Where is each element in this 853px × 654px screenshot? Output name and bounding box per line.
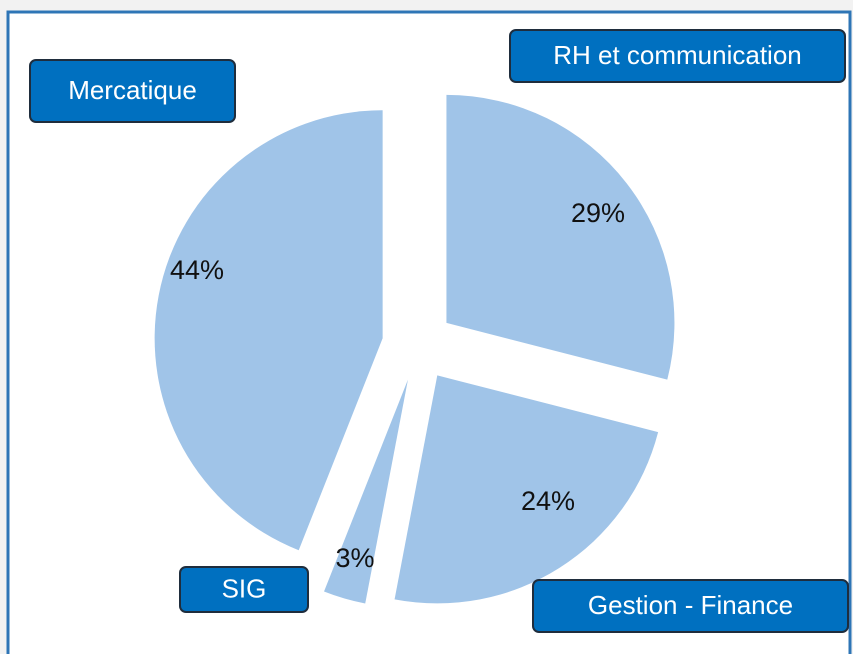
pie-slice — [446, 94, 675, 380]
value-label: 24% — [521, 486, 575, 516]
category-box — [179, 566, 309, 613]
category-box — [532, 579, 849, 633]
category-box — [29, 59, 236, 123]
category-label: Gestion - Finance — [588, 590, 793, 620]
category-box — [509, 29, 846, 83]
pie-slice — [394, 375, 659, 604]
category-label: Mercatique — [68, 75, 197, 105]
value-label: 29% — [571, 198, 625, 228]
value-label: 44% — [170, 255, 224, 285]
category-label: RH et communication — [553, 40, 802, 70]
pie-slice — [154, 110, 383, 551]
category-label: SIG — [222, 573, 267, 603]
pie-slice — [324, 379, 408, 604]
value-label: 3% — [335, 543, 374, 573]
